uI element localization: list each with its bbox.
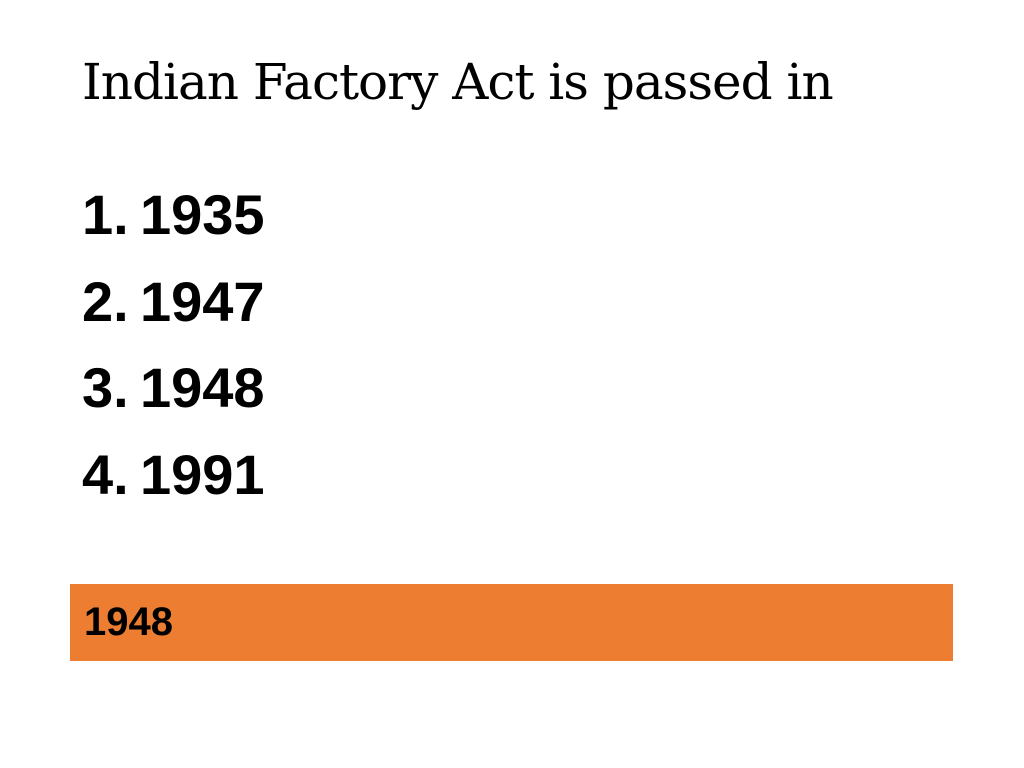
option-number: 4. — [82, 442, 129, 506]
option-text: 1948 — [140, 356, 265, 419]
option-number: 1. — [82, 183, 129, 246]
option-number: 3. — [82, 356, 129, 419]
option-text: 1935 — [140, 183, 265, 246]
question-title: Indian Factory Act is passed in — [82, 53, 834, 111]
answer-text: 1948 — [84, 600, 173, 644]
option-number: 2. — [82, 269, 129, 333]
answer-box: 1948 — [70, 584, 953, 661]
option-text: 1947 — [140, 269, 265, 333]
option-text: 1991 — [140, 442, 265, 506]
